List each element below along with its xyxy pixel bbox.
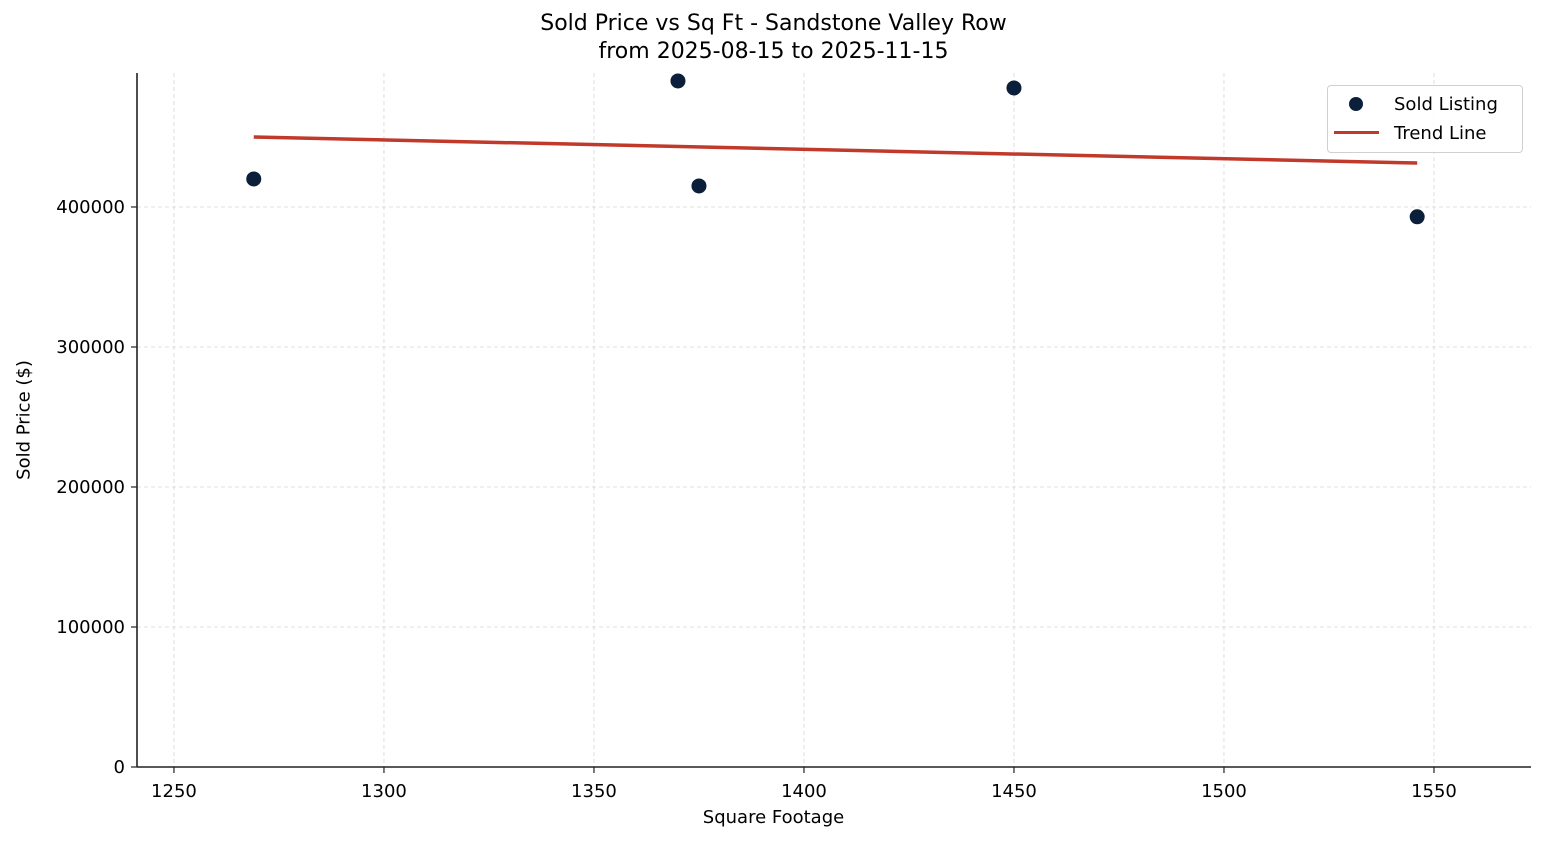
y-tick-label: 200000 [56, 477, 125, 498]
trend-line [253, 135, 1418, 165]
x-axis-label: Square Footage [702, 807, 845, 828]
x-tick-label: 1550 [1411, 781, 1457, 802]
y-tick-label: 400000 [56, 197, 125, 218]
line-marker-icon [1334, 131, 1379, 134]
data-point [1006, 80, 1022, 96]
x-tick-label: 1300 [361, 781, 407, 802]
x-tick-label: 1350 [571, 781, 617, 802]
data-point [246, 171, 262, 187]
legend: Sold Listing Trend Line [1327, 85, 1523, 153]
data-point [691, 178, 707, 194]
data-point [1409, 209, 1425, 225]
x-tick-label: 1450 [991, 781, 1037, 802]
y-axis-label: Sold Price ($) [13, 360, 35, 480]
legend-label: Trend Line [1394, 122, 1487, 144]
chart-title: Sold Price vs Sq Ft - Sandstone Valley R… [540, 11, 1007, 36]
x-tick-label: 1500 [1201, 781, 1247, 802]
x-tick-label: 1250 [151, 781, 197, 802]
y-tick-label: 100000 [56, 617, 125, 638]
chart-subtitle: from 2025-08-15 to 2025-11-15 [598, 39, 949, 64]
circle-marker-icon [1349, 97, 1363, 111]
y-tick-label: 0 [114, 757, 125, 778]
x-tick-label: 1400 [781, 781, 827, 802]
y-tick-label: 300000 [56, 337, 125, 358]
data-point [670, 73, 686, 89]
legend-label: Sold Listing [1394, 93, 1498, 115]
